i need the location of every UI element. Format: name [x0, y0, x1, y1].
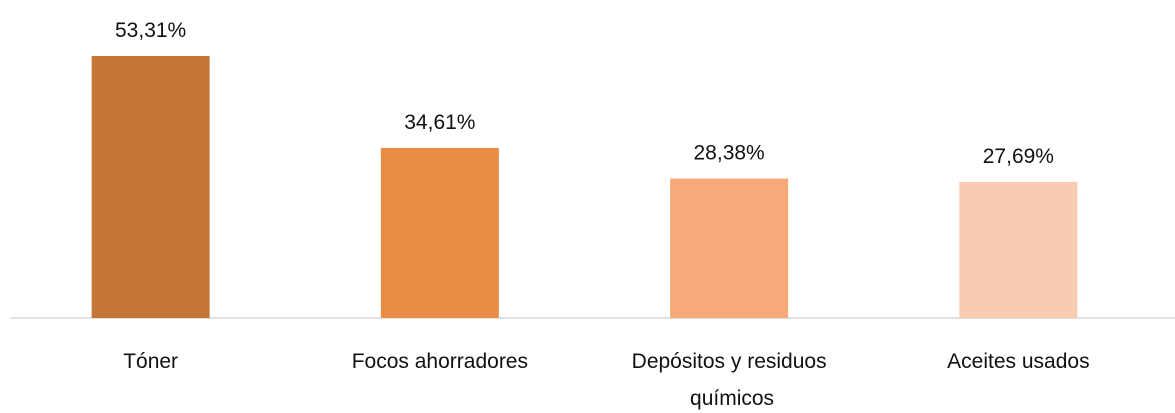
data-label: 53,31%: [115, 19, 186, 42]
data-label: 27,69%: [983, 145, 1054, 168]
data-label: 34,61%: [404, 111, 475, 134]
x-tick-label: Depósitos y residuos químicos: [632, 350, 827, 410]
x-tick-label: Aceites usados: [947, 350, 1089, 373]
x-tick-label: Tóner: [123, 350, 178, 373]
bar: [380, 147, 499, 318]
bar: [91, 56, 210, 318]
x-tick-label: Focos ahorradores: [352, 350, 528, 373]
bar: [670, 178, 789, 318]
data-label: 28,38%: [694, 142, 765, 165]
bar: [959, 181, 1078, 318]
